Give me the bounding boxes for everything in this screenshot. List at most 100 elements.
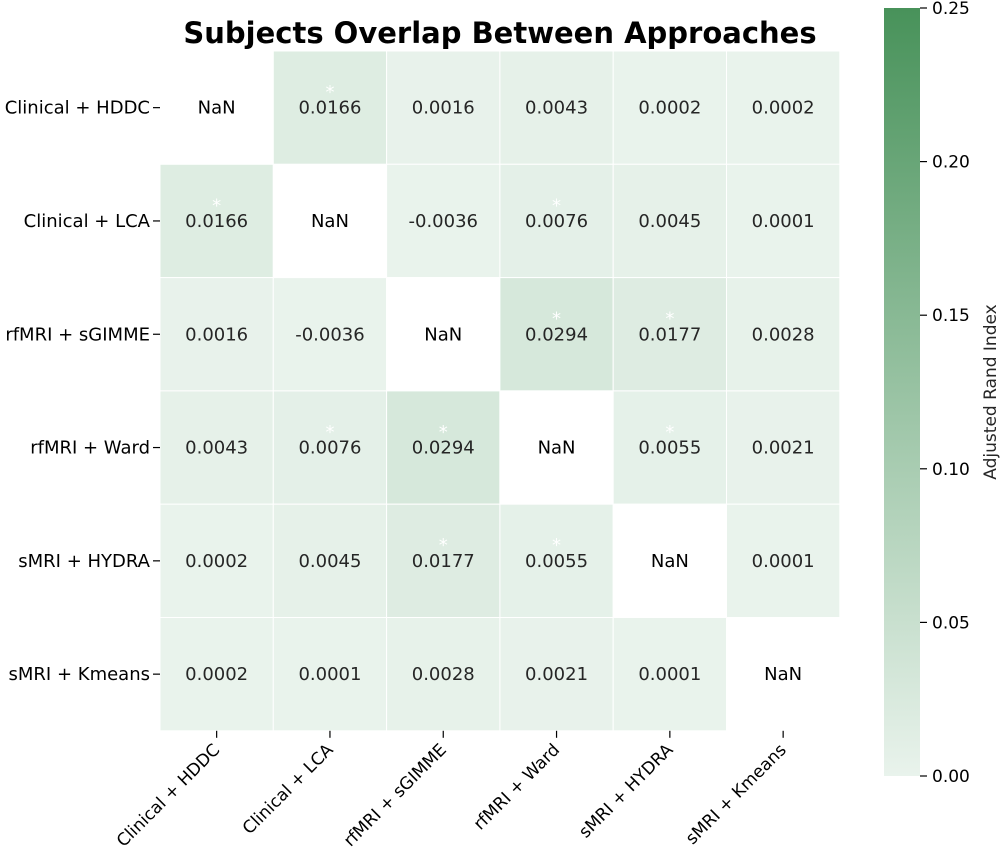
colorbar-tick-label: 0.15 — [932, 306, 970, 326]
cell-value-label: 0.0055 — [638, 438, 701, 459]
heatmap-cell — [159, 50, 274, 165]
significance-marker: * — [439, 422, 448, 443]
column-tick-label: rfMRI + sGIMME — [340, 740, 451, 851]
column-tick-label: rfMRI + Ward — [470, 740, 564, 834]
significance-marker: * — [552, 535, 561, 556]
cell-value-label: 0.0002 — [185, 664, 248, 685]
cell-value-label: 0.0043 — [525, 98, 588, 119]
heatmap-cell — [386, 163, 501, 279]
heatmap-cell — [386, 617, 501, 732]
heatmap-cell — [272, 503, 388, 619]
heatmap-cell — [386, 503, 501, 619]
row-axis: Clinical + HDDC Clinical + LCA rfMRI + sGI… — [5, 98, 160, 685]
heatmap-cell — [499, 503, 614, 619]
cell-value-label: 0.0028 — [752, 324, 815, 345]
heatmap-cell — [612, 277, 728, 392]
cell-value-label: 0.0166 — [298, 98, 361, 119]
heatmap-cell — [726, 390, 841, 505]
heatmap-cell — [386, 277, 501, 392]
cell-value-label: 0.0001 — [752, 551, 815, 572]
column-axis: Clinical + HDDC Clinical + LCA rfMRI + sGI… — [113, 730, 791, 851]
cell-value-label: NaN — [311, 211, 349, 232]
column-tick-label: Clinical + HDDC — [113, 740, 224, 851]
heatmap-cell — [499, 277, 614, 392]
row-tick-label: rfMRI + Ward — [30, 438, 150, 459]
cell-value-label: 0.0021 — [525, 664, 588, 685]
heatmap-cell — [726, 277, 841, 392]
cell-value-label: 0.0016 — [185, 324, 248, 345]
cell-value-label: 0.0001 — [298, 664, 361, 685]
heatmap-cell — [272, 277, 388, 392]
cell-value-label: 0.0028 — [412, 664, 475, 685]
colorbar-tick-label: 0.25 — [932, 0, 970, 19]
significance-marker: * — [665, 309, 674, 330]
heatmap-cell — [272, 50, 388, 165]
significance-marker: * — [212, 195, 221, 216]
cell-value-label: 0.0177 — [638, 324, 701, 345]
row-tick-label: rfMRI + sGIMME — [5, 324, 150, 345]
cell-value-label: 0.0076 — [298, 438, 361, 459]
colorbar-ticks: 0.00 0.05 0.10 0.15 0.20 0.25 — [920, 0, 970, 787]
heatmap-cell — [726, 503, 841, 619]
cell-value-label: 0.0294 — [525, 324, 588, 345]
column-tick-label: sMRI + Kmeans — [682, 740, 791, 849]
column-tick-label: sMRI + HYDRA — [575, 740, 677, 842]
row-tick-label: sMRI + HYDRA — [18, 551, 150, 572]
heatmap-cell — [272, 617, 388, 732]
significance-marker: * — [325, 422, 334, 443]
cell-value-label: 0.0177 — [412, 551, 475, 572]
cell-value-label: 0.0002 — [752, 98, 815, 119]
cell-value-label: 0.0001 — [638, 664, 701, 685]
cell-value-label: -0.0036 — [409, 211, 478, 232]
heatmap-cell — [159, 163, 274, 279]
cell-value-label: NaN — [424, 324, 462, 345]
significance-marker: * — [665, 422, 674, 443]
column-tick-label: Clinical + LCA — [239, 740, 338, 839]
cell-value-label: 0.0045 — [638, 211, 701, 232]
cell-value-label: NaN — [651, 551, 689, 572]
cell-value-label: 0.0055 — [525, 551, 588, 572]
colorbar: 0.00 0.05 0.10 0.15 0.20 0.25 Adjusted Rand I… — [884, 0, 1000, 787]
colorbar-label: Adjusted Rand Index — [981, 304, 1000, 479]
cell-value-label: 0.0016 — [412, 98, 475, 119]
cell-value-label: 0.0076 — [525, 211, 588, 232]
colorbar-tick-label: 0.05 — [932, 613, 970, 633]
colorbar-gradient — [884, 8, 920, 776]
significance-marker: * — [552, 309, 561, 330]
colorbar-tick-label: 0.00 — [932, 767, 970, 787]
cell-value-label: 0.0166 — [185, 211, 248, 232]
heatmap-cells: NaN 0.0166*0.0016 0.0043 0.0002 0.00020.0166… — [159, 50, 841, 732]
cell-value-label: 0.0002 — [638, 98, 701, 119]
heatmap-cell — [726, 50, 841, 165]
row-tick-label: sMRI + Kmeans — [9, 664, 150, 685]
cell-value-label: 0.0045 — [298, 551, 361, 572]
colorbar-tick-label: 0.20 — [932, 153, 970, 173]
heatmap-cell — [159, 503, 274, 619]
heatmap-cell — [726, 163, 841, 279]
heatmap-cell — [612, 163, 728, 279]
cell-value-label: 0.0043 — [185, 438, 248, 459]
cell-value-label: 0.0002 — [185, 551, 248, 572]
cell-value-label: NaN — [538, 438, 576, 459]
colorbar-tick-label: 0.10 — [932, 460, 970, 480]
cell-value-label: NaN — [764, 664, 802, 685]
cell-value-label: -0.0036 — [295, 324, 364, 345]
heatmap-cell — [386, 390, 501, 505]
heatmap-cell — [499, 390, 614, 505]
heatmap-cell — [159, 617, 274, 732]
heatmap-cell — [499, 50, 614, 165]
significance-marker: * — [552, 195, 561, 216]
cell-value-label: 0.0021 — [752, 438, 815, 459]
heatmap-cell — [612, 50, 728, 165]
significance-marker: * — [439, 535, 448, 556]
significance-marker: * — [325, 82, 334, 103]
cell-value-label: 0.0294 — [412, 438, 475, 459]
cell-value-label: 0.0001 — [752, 211, 815, 232]
heatmap-cell — [159, 390, 274, 505]
heatmap-cell — [499, 163, 614, 279]
heatmap-cell — [612, 390, 728, 505]
heatmap-cell — [726, 617, 841, 732]
cell-value-label: NaN — [198, 98, 236, 119]
row-tick-label: Clinical + HDDC — [5, 98, 150, 119]
